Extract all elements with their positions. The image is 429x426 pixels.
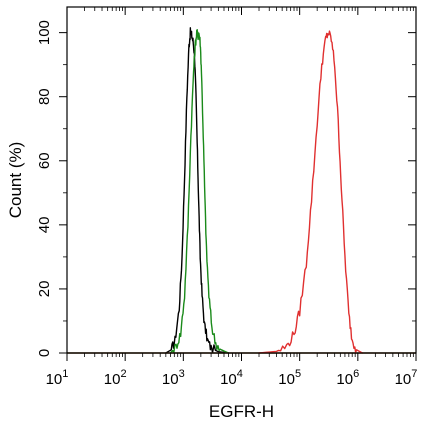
- series-layer: [67, 27, 416, 354]
- histogram-series-line: [169, 29, 230, 354]
- y-tick-label: 60: [36, 152, 53, 169]
- x-axis-title: EGFR-H: [209, 402, 274, 421]
- y-tick-label: 100: [36, 20, 53, 45]
- x-tick-label: 106: [336, 368, 359, 388]
- x-tick-label-exponent: 4: [237, 368, 243, 380]
- x-tick-label: 107: [395, 368, 418, 388]
- y-tick-label: 20: [36, 281, 53, 298]
- histogram-series-line: [165, 27, 230, 354]
- y-axis-title: Count (%): [6, 142, 25, 219]
- x-tick-label-exponent: 2: [120, 368, 126, 380]
- x-tick-label-exponent: 6: [353, 368, 359, 380]
- x-tick-label-base: 10: [220, 371, 237, 388]
- x-tick-label-base: 10: [278, 371, 295, 388]
- x-tick-label-exponent: 3: [179, 368, 185, 380]
- x-tick-label: 102: [104, 368, 127, 388]
- x-tick-label-exponent: 5: [295, 368, 301, 380]
- x-tick-label: 103: [162, 368, 185, 388]
- y-tick-label: 0: [36, 349, 53, 357]
- axis-layer: [59, 6, 417, 361]
- label-layer: 101 102 103 104 105 106 107020406080100EGFR-HC…: [6, 20, 417, 421]
- y-tick-label: 80: [36, 88, 53, 105]
- x-tick-label: 104: [220, 368, 243, 388]
- x-tick-label-base: 10: [46, 371, 63, 388]
- plot-frame: [66, 6, 417, 354]
- y-tick-label: 40: [36, 217, 53, 234]
- x-tick-label-base: 10: [395, 371, 412, 388]
- x-tick-label: 101: [46, 368, 69, 388]
- x-tick-label-exponent: 1: [62, 368, 68, 380]
- x-tick-label-exponent: 7: [411, 368, 417, 380]
- x-tick-label: 105: [278, 368, 301, 388]
- x-tick-label-base: 10: [336, 371, 353, 388]
- x-tick-label-base: 10: [104, 371, 121, 388]
- x-tick-label-base: 10: [162, 371, 179, 388]
- histogram-series-line: [258, 30, 364, 354]
